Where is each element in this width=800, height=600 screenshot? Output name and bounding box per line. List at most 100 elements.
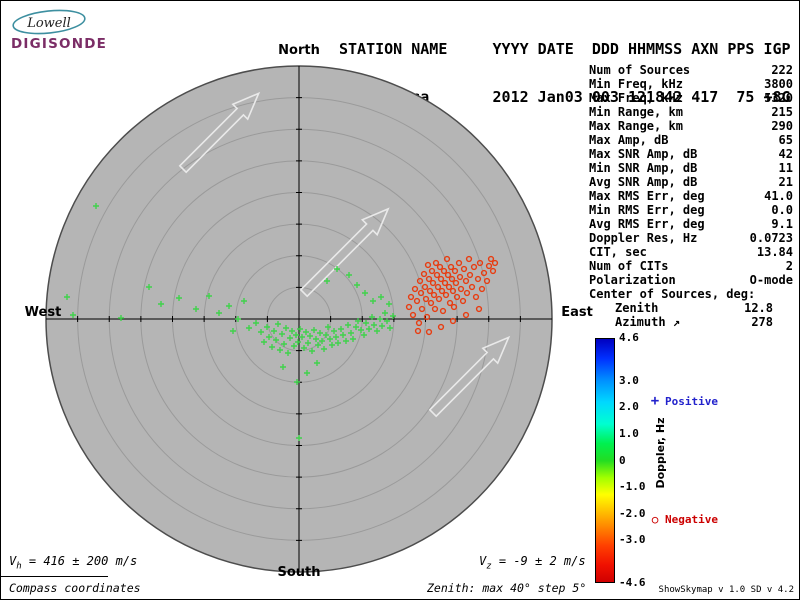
info-value: 290 (771, 119, 793, 133)
legend-positive-label: Positive (665, 395, 718, 408)
scatter-point (277, 347, 283, 353)
scatter-point (271, 328, 277, 334)
scatter-point (379, 323, 385, 329)
compass-label-east: East (561, 305, 593, 320)
drift-arrow (178, 91, 261, 174)
colorbar-tick-label: 0 (619, 453, 626, 467)
scatter-point (266, 334, 272, 340)
info-value: 21 (778, 175, 793, 189)
info-label: Max Freq, kHz (589, 91, 683, 105)
info-value: 5320 (764, 91, 793, 105)
doppler-colorbar: 4.6 3.0 2.0 1.0 0 -1.0 -2.0 -3.0 -4.6 (595, 332, 646, 589)
scatter-point (93, 203, 99, 209)
scatter-point (358, 327, 364, 333)
scatter-point (377, 316, 383, 322)
scatter-point (230, 328, 236, 334)
scatter-point (354, 282, 360, 288)
scatter-point (146, 284, 152, 290)
drift-arrow (428, 335, 511, 418)
scatter-point (313, 336, 319, 342)
info-value: 2 (785, 259, 793, 273)
scatter-point (480, 269, 488, 277)
scatter-point (466, 271, 474, 279)
scatter-point (463, 289, 471, 297)
info-row: Azimuth ↗ 278 (589, 315, 793, 329)
skymap-plot (45, 65, 553, 573)
scatter-point (324, 278, 330, 284)
scatter-point (450, 303, 458, 311)
info-row: Max Amp, dB 65 (589, 133, 793, 147)
info-value: 215 (771, 105, 793, 119)
vh-subscript: h (16, 561, 22, 572)
scatter-point (443, 255, 451, 263)
scatter-point (314, 360, 320, 366)
info-label: Num of CITs (589, 259, 669, 273)
scatter-point (350, 336, 356, 342)
scatter-point (311, 327, 317, 333)
logo-digisonde-text: DIGISONDE (11, 36, 107, 52)
vertical-velocity-readout: Vz = -9 ± 2 m/s (479, 554, 586, 571)
scatter-point (304, 370, 310, 376)
scatter-point (487, 255, 495, 263)
scatter-point (432, 259, 440, 267)
info-value: 278 (751, 315, 773, 329)
scatter-point (416, 277, 424, 285)
circle-marker-icon: ○ (651, 513, 659, 526)
colorbar-gradient (595, 338, 615, 583)
scatter-point (387, 325, 393, 331)
colorbar-tick-label: -2.0 (619, 506, 646, 520)
scatter-point (307, 333, 313, 339)
scatter-point (453, 293, 461, 301)
measurement-info-panel: Num of Sources 222 Min Freq, kHz 3800 Max Fr… (589, 63, 793, 329)
scatter-point (343, 338, 349, 344)
info-row: Min Range, km 215 (589, 105, 793, 119)
scatter-point (465, 255, 473, 263)
info-label: Azimuth ↗ (615, 315, 681, 329)
scatter-point (428, 267, 436, 275)
scatter-point (334, 266, 340, 272)
vh-symbol: V (9, 554, 17, 568)
scatter-point (475, 305, 483, 313)
drift-arrow (299, 207, 390, 298)
legend-negative: ○ Negative (649, 513, 718, 526)
scatter-point (441, 279, 449, 287)
scatter-point (438, 287, 446, 295)
scatter-point (346, 272, 352, 278)
info-value: 65 (778, 133, 793, 147)
scatter-point (449, 287, 457, 295)
info-row: Min RMS Err, deg 0.0 (589, 203, 793, 217)
scatter-point (280, 364, 286, 370)
scatter-point (405, 303, 413, 311)
scatter-point (226, 303, 232, 309)
scatter-point (384, 318, 390, 324)
compass-label-south: South (277, 565, 321, 580)
scatter-point (456, 273, 464, 281)
lowell-digisonde-logo: Lowell DIGISONDE (9, 7, 121, 55)
scatter-point (293, 332, 299, 338)
scatter-point (269, 344, 275, 350)
scatter-point (418, 305, 426, 313)
info-label: Max Range, km (589, 119, 683, 133)
scatter-point (468, 283, 476, 291)
info-row: Num of CITs 2 (589, 259, 793, 273)
vz-subscript: z (486, 561, 492, 572)
info-value: 42 (778, 147, 793, 161)
colorbar-tick-label: -4.6 (619, 576, 646, 589)
scatter-point (448, 275, 456, 283)
vh-value: = 416 ± 200 m/s (21, 554, 138, 568)
info-row: Max SNR Amp, dB 42 (589, 147, 793, 161)
scatter-point (353, 324, 359, 330)
scatter-point (423, 313, 431, 321)
station-header: STATION NAME YYYY DATE DDD HHMMSS AXN PP… (339, 9, 791, 137)
drift-arrow-outline (299, 207, 390, 298)
scatter-point (206, 293, 212, 299)
scatter-point (474, 275, 482, 283)
scatter-point (317, 330, 323, 336)
scatter-point (371, 322, 377, 328)
scatter-point (345, 322, 351, 328)
scatter-point (325, 324, 331, 330)
scatter-point (176, 295, 182, 301)
scatter-point (452, 279, 460, 287)
info-row: Avg SNR Amp, dB 21 (589, 175, 793, 189)
